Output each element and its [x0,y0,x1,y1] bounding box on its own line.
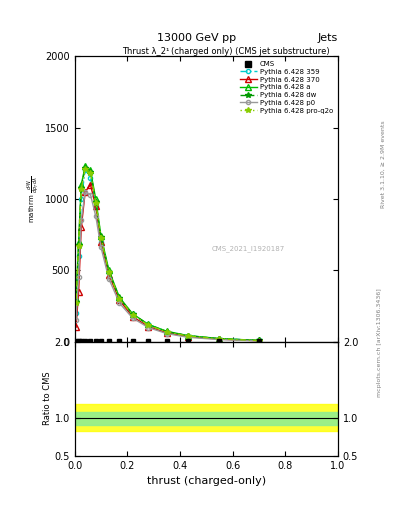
Text: 13000 GeV pp: 13000 GeV pp [157,33,236,44]
Text: mcplots.cern.ch [arXiv:1306.3436]: mcplots.cern.ch [arXiv:1306.3436] [377,289,382,397]
Text: CMS_2021_I1920187: CMS_2021_I1920187 [211,245,285,252]
Text: Rivet 3.1.10, ≥ 2.9M events: Rivet 3.1.10, ≥ 2.9M events [381,120,386,208]
X-axis label: thrust (charged-only): thrust (charged-only) [147,476,266,486]
Y-axis label: Ratio to CMS: Ratio to CMS [43,372,51,425]
Bar [75,404,338,431]
Text: Thrust λ_2¹ (charged only) (CMS jet substructure): Thrust λ_2¹ (charged only) (CMS jet subs… [122,47,330,55]
Y-axis label: mathrm $\frac{d^2N}{dp_T\,d\lambda}$: mathrm $\frac{d^2N}{dp_T\,d\lambda}$ [26,175,42,223]
Text: Jets: Jets [318,33,338,44]
Legend: CMS, Pythia 6.428 359, Pythia 6.428 370, Pythia 6.428 a, Pythia 6.428 dw, Pythia: CMS, Pythia 6.428 359, Pythia 6.428 370,… [238,60,334,115]
Bar [75,412,338,425]
